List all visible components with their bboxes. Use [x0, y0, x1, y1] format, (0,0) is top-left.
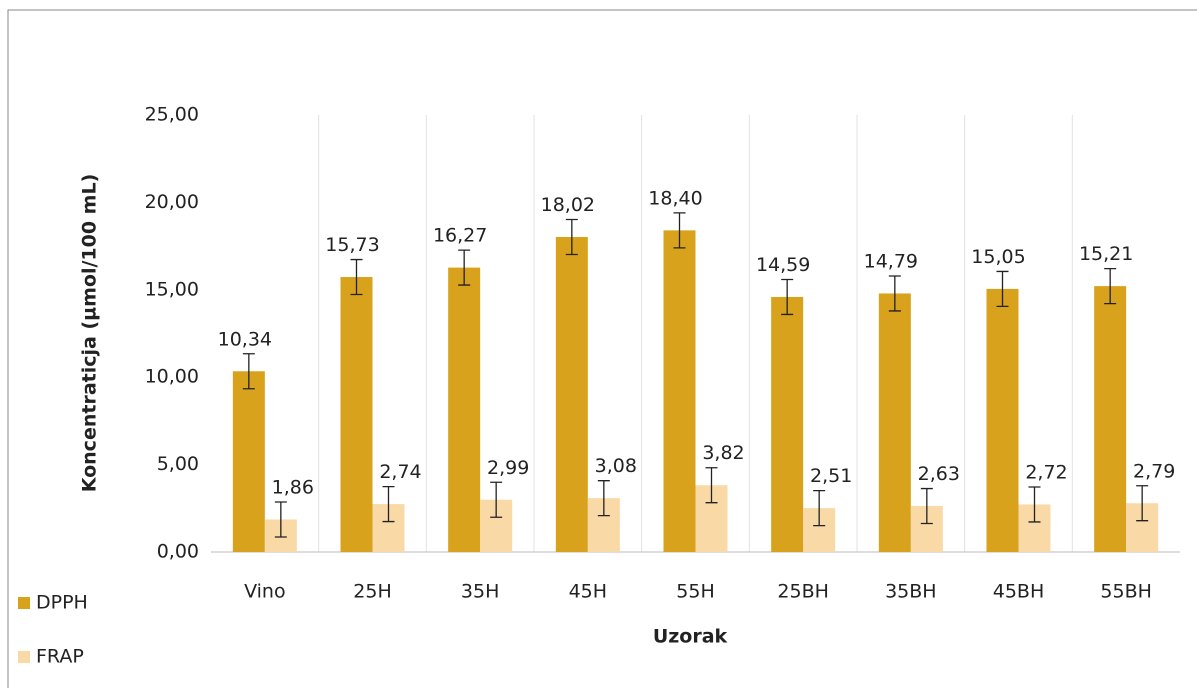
legend-swatch: [18, 597, 30, 609]
error-bar: [597, 480, 610, 517]
y-tick-label: 5,00: [157, 453, 199, 475]
error-bar: [1028, 486, 1041, 523]
x-tick-label: 25BH: [777, 581, 829, 603]
data-label: 2,72: [1025, 461, 1067, 483]
data-label: 18,02: [541, 194, 595, 216]
x-tick-label: 55H: [676, 581, 714, 603]
error-bar: [996, 270, 1009, 308]
error-bar: [350, 258, 363, 296]
bar: [448, 267, 481, 552]
x-axis-label: Uzorak: [653, 626, 728, 648]
legend-swatch: [18, 651, 30, 663]
x-tick-label: 35BH: [885, 581, 937, 603]
y-tick-label: 25,00: [145, 104, 199, 126]
x-tick-label: 45H: [569, 581, 607, 603]
bar: [1094, 286, 1127, 552]
bar: [663, 230, 696, 553]
data-label: 1,86: [272, 477, 314, 499]
data-label: 15,21: [1079, 243, 1133, 265]
error-bar: [888, 275, 901, 312]
bar: [232, 371, 265, 552]
data-label: 2,99: [487, 457, 529, 479]
x-tick-label: 25H: [353, 581, 391, 603]
data-label: 10,34: [218, 328, 272, 350]
data-label: 3,08: [595, 455, 637, 477]
y-tick-label: 15,00: [145, 278, 199, 300]
legend-label: DPPH: [36, 592, 88, 614]
error-bar: [565, 218, 578, 256]
x-tick-label: Vino: [244, 581, 286, 603]
bar: [878, 293, 911, 552]
error-bar: [673, 212, 686, 249]
frame: [7, 9, 1197, 688]
legend-label: FRAP: [36, 646, 84, 668]
data-label: 2,74: [379, 461, 421, 483]
data-label: 3,82: [702, 442, 744, 464]
x-tick-label: 55BH: [1100, 581, 1152, 603]
data-label: 15,73: [325, 234, 379, 256]
bar: [555, 237, 588, 552]
error-bar: [920, 487, 933, 525]
error-bar: [1136, 485, 1149, 522]
error-bar: [382, 485, 395, 523]
data-label: 15,05: [971, 246, 1025, 268]
error-bar: [1104, 267, 1117, 305]
x-tick-label: 35H: [461, 581, 499, 603]
data-label: 14,79: [864, 250, 918, 272]
y-tick-label: 20,00: [145, 191, 199, 213]
bar: [986, 288, 1019, 552]
y-tick-label: 10,00: [145, 366, 199, 388]
error-bar: [705, 467, 718, 504]
bar: [771, 296, 804, 552]
x-tick-label: 45BH: [993, 581, 1045, 603]
data-label: 2,79: [1133, 460, 1175, 482]
error-bar: [490, 481, 503, 518]
data-label: 16,27: [433, 225, 487, 247]
error-bar: [458, 249, 471, 286]
data-label: 2,63: [918, 463, 960, 485]
error-bar: [813, 489, 826, 527]
y-axis-label: Koncentraticja (µmol/100 mL): [79, 174, 101, 493]
error-bar: [781, 278, 794, 316]
bar: [340, 277, 373, 552]
data-label: 14,59: [756, 254, 810, 276]
error-bar: [274, 501, 287, 538]
data-label: 18,40: [648, 187, 702, 209]
data-label: 2,51: [810, 465, 852, 487]
y-tick-label: 0,00: [157, 541, 199, 563]
error-bar: [242, 353, 255, 390]
